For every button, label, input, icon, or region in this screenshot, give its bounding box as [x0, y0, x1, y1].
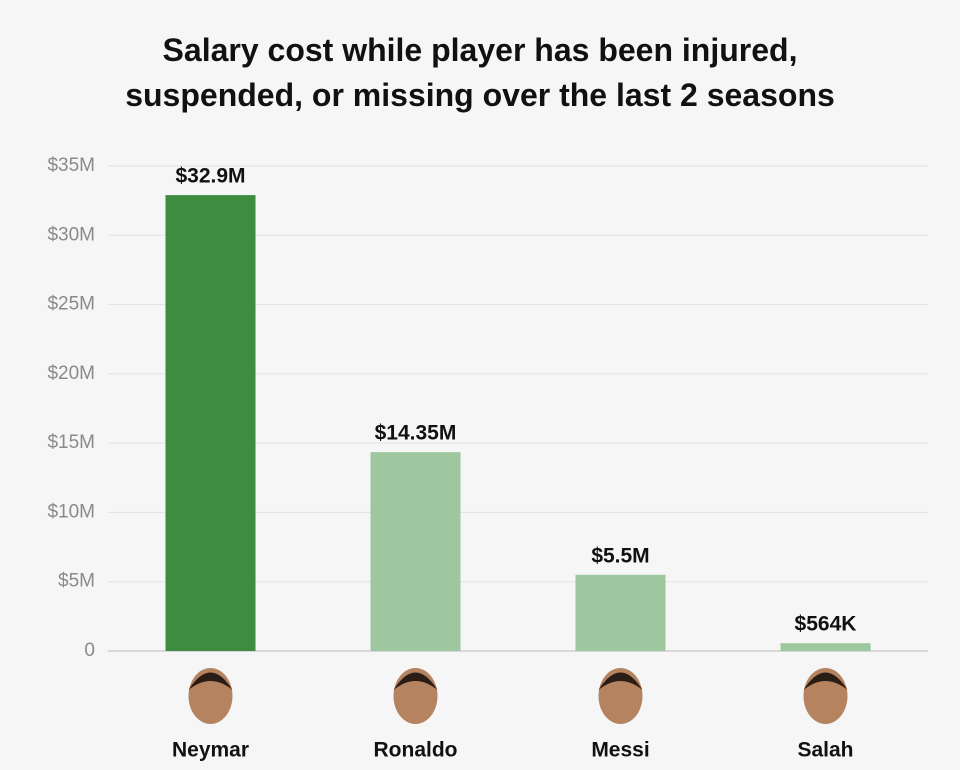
- player-hair: [393, 672, 438, 690]
- x-tick-label: Messi: [591, 739, 649, 762]
- y-tick-label: $20M: [47, 363, 95, 384]
- x-tick-label: Ronaldo: [374, 739, 458, 762]
- y-tick-label: $35M: [47, 155, 95, 176]
- x-tick-label: Salah: [797, 739, 853, 762]
- y-tick-label: $15M: [47, 432, 95, 453]
- y-tick-label: 0: [84, 640, 95, 661]
- value-label: $14.35M: [375, 422, 457, 445]
- value-label: $32.9M: [175, 165, 245, 188]
- y-tick-label: $25M: [47, 294, 95, 315]
- player-hair: [803, 672, 848, 690]
- bar: [780, 643, 871, 651]
- chart-title: Salary cost while player has been injure…: [125, 32, 835, 113]
- bar: [370, 452, 461, 651]
- y-tick-label: $30M: [47, 224, 95, 245]
- bar: [575, 574, 666, 651]
- player-hair: [188, 672, 233, 690]
- y-tick-label: $10M: [47, 501, 95, 522]
- y-tick-label: $5M: [58, 571, 95, 592]
- x-tick-label: Neymar: [172, 739, 249, 762]
- player-hair: [598, 672, 643, 690]
- value-label: $564K: [795, 613, 857, 636]
- bar: [165, 195, 256, 651]
- value-label: $5.5M: [591, 544, 649, 567]
